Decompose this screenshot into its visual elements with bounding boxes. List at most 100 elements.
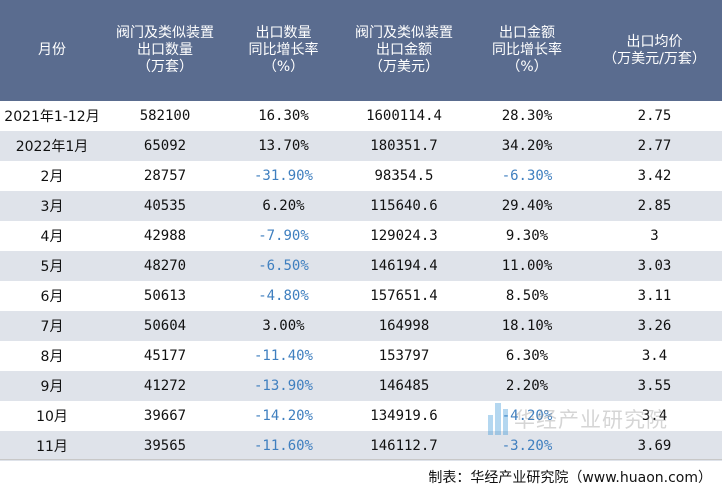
cell-export-quantity: 39565 <box>104 431 226 461</box>
cell-quantity-yoy: 3.00% <box>226 311 341 341</box>
header-amount-yoy: 出口金额 同比增长率 （%） <box>467 0 587 101</box>
cell-quantity-yoy: -31.90% <box>226 161 341 191</box>
cell-export-amount: 146112.7 <box>341 431 467 461</box>
watermark-text: 华经产业研究院 <box>514 408 668 432</box>
cell-average-price: 3 <box>587 221 722 251</box>
cell-average-price: 2.85 <box>587 191 722 221</box>
cell-export-quantity: 50604 <box>104 311 226 341</box>
cell-amount-yoy: -3.20% <box>467 431 587 461</box>
table-row: 2021年1-12月 582100 16.30% 1600114.4 28.30% 2.7… <box>0 101 722 131</box>
data-table-container: 月份 阀门及类似装置 出口数量 （万套） 出口数量 同比增长率 （%） 阀门及类… <box>0 0 722 461</box>
cell-amount-yoy: 28.30% <box>467 101 587 131</box>
cell-month: 11月 <box>0 431 104 461</box>
watermark: 华经产业研究院 <box>488 403 668 435</box>
header-row: 月份 阀门及类似装置 出口数量 （万套） 出口数量 同比增长率 （%） 阀门及类… <box>0 0 722 101</box>
cell-average-price: 3.69 <box>587 431 722 461</box>
cell-month: 2021年1-12月 <box>0 101 104 131</box>
header-quantity-yoy: 出口数量 同比增长率 （%） <box>226 0 341 101</box>
cell-quantity-yoy: 13.70% <box>226 131 341 161</box>
cell-month: 7月 <box>0 311 104 341</box>
cell-average-price: 3.11 <box>587 281 722 311</box>
cell-quantity-yoy: -6.50% <box>226 251 341 281</box>
cell-export-quantity: 45177 <box>104 341 226 371</box>
cell-export-amount: 157651.4 <box>341 281 467 311</box>
cell-amount-yoy: 34.20% <box>467 131 587 161</box>
cell-export-quantity: 48270 <box>104 251 226 281</box>
cell-quantity-yoy: -14.20% <box>226 401 341 431</box>
table-bottom-divider <box>0 459 722 460</box>
cell-export-amount: 98354.5 <box>341 161 467 191</box>
header-export-amount: 阀门及类似装置 出口金额 （万美元） <box>341 0 467 101</box>
source-note: 制表：华经产业研究院（www.huaon.com） <box>428 470 712 486</box>
table-row: 9月 41272 -13.90% 146485 2.20% 3.55 <box>0 371 722 401</box>
cell-export-amount: 153797 <box>341 341 467 371</box>
cell-export-amount: 1600114.4 <box>341 101 467 131</box>
cell-quantity-yoy: 16.30% <box>226 101 341 131</box>
cell-average-price: 3.4 <box>587 341 722 371</box>
cell-month: 2月 <box>0 161 104 191</box>
cell-export-amount: 180351.7 <box>341 131 467 161</box>
cell-month: 4月 <box>0 221 104 251</box>
table-row: 10月 39667 -14.20% 134919.6 -4.20% 3.4 <box>0 401 722 431</box>
export-data-table: 月份 阀门及类似装置 出口数量 （万套） 出口数量 同比增长率 （%） 阀门及类… <box>0 0 722 461</box>
cell-amount-yoy: 2.20% <box>467 371 587 401</box>
cell-month: 3月 <box>0 191 104 221</box>
cell-month: 2022年1月 <box>0 131 104 161</box>
table-header: 月份 阀门及类似装置 出口数量 （万套） 出口数量 同比增长率 （%） 阀门及类… <box>0 0 722 101</box>
table-row: 7月 50604 3.00% 164998 18.10% 3.26 <box>0 311 722 341</box>
cell-amount-yoy: 18.10% <box>467 311 587 341</box>
cell-month: 8月 <box>0 341 104 371</box>
cell-average-price: 2.77 <box>587 131 722 161</box>
cell-amount-yoy: 6.30% <box>467 341 587 371</box>
cell-export-amount: 164998 <box>341 311 467 341</box>
cell-quantity-yoy: 6.20% <box>226 191 341 221</box>
cell-export-quantity: 28757 <box>104 161 226 191</box>
header-month: 月份 <box>0 0 104 101</box>
cell-quantity-yoy: -11.40% <box>226 341 341 371</box>
cell-quantity-yoy: -4.80% <box>226 281 341 311</box>
cell-month: 5月 <box>0 251 104 281</box>
table-row: 8月 45177 -11.40% 153797 6.30% 3.4 <box>0 341 722 371</box>
cell-export-quantity: 50613 <box>104 281 226 311</box>
cell-export-quantity: 39667 <box>104 401 226 431</box>
cell-quantity-yoy: -7.90% <box>226 221 341 251</box>
table-row: 2022年1月 65092 13.70% 180351.7 34.20% 2.77 <box>0 131 722 161</box>
cell-export-amount: 129024.3 <box>341 221 467 251</box>
cell-quantity-yoy: -11.60% <box>226 431 341 461</box>
cell-amount-yoy: 29.40% <box>467 191 587 221</box>
cell-average-price: 3.03 <box>587 251 722 281</box>
header-export-quantity: 阀门及类似装置 出口数量 （万套） <box>104 0 226 101</box>
cell-export-quantity: 65092 <box>104 131 226 161</box>
cell-month: 9月 <box>0 371 104 401</box>
cell-export-quantity: 41272 <box>104 371 226 401</box>
huajing-logo-icon <box>488 403 508 435</box>
header-average-price: 出口均价 （万美元/万套） <box>587 0 722 101</box>
cell-average-price: 3.55 <box>587 371 722 401</box>
cell-export-amount: 115640.6 <box>341 191 467 221</box>
cell-export-amount: 146194.4 <box>341 251 467 281</box>
table-row: 6月 50613 -4.80% 157651.4 8.50% 3.11 <box>0 281 722 311</box>
cell-quantity-yoy: -13.90% <box>226 371 341 401</box>
cell-month: 10月 <box>0 401 104 431</box>
table-body: 2021年1-12月 582100 16.30% 1600114.4 28.30% 2.7… <box>0 101 722 461</box>
cell-amount-yoy: 8.50% <box>467 281 587 311</box>
cell-export-quantity: 40535 <box>104 191 226 221</box>
table-row: 5月 48270 -6.50% 146194.4 11.00% 3.03 <box>0 251 722 281</box>
table-row: 11月 39565 -11.60% 146112.7 -3.20% 3.69 <box>0 431 722 461</box>
cell-export-amount: 134919.6 <box>341 401 467 431</box>
cell-average-price: 3.26 <box>587 311 722 341</box>
table-row: 2月 28757 -31.90% 98354.5 -6.30% 3.42 <box>0 161 722 191</box>
cell-amount-yoy: 9.30% <box>467 221 587 251</box>
cell-export-quantity: 582100 <box>104 101 226 131</box>
cell-average-price: 2.75 <box>587 101 722 131</box>
cell-month: 6月 <box>0 281 104 311</box>
table-row: 3月 40535 6.20% 115640.6 29.40% 2.85 <box>0 191 722 221</box>
cell-amount-yoy: -6.30% <box>467 161 587 191</box>
table-row: 4月 42988 -7.90% 129024.3 9.30% 3 <box>0 221 722 251</box>
cell-amount-yoy: 11.00% <box>467 251 587 281</box>
cell-average-price: 3.42 <box>587 161 722 191</box>
cell-average-price: 3.4 <box>587 401 722 431</box>
cell-amount-yoy: -4.20% <box>467 401 587 431</box>
cell-export-amount: 146485 <box>341 371 467 401</box>
cell-export-quantity: 42988 <box>104 221 226 251</box>
